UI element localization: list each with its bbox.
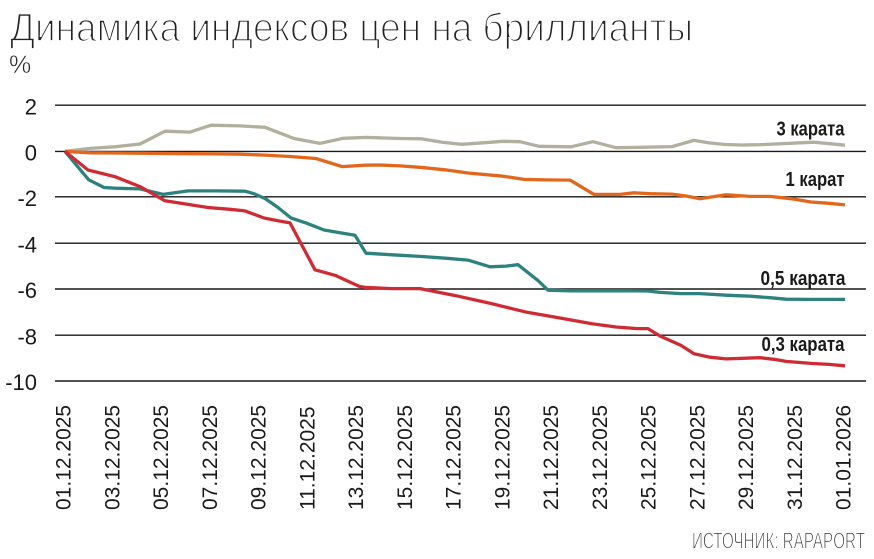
svg-text:19.12.2025: 19.12.2025: [491, 405, 514, 510]
svg-text:23.12.2025: 23.12.2025: [589, 405, 612, 510]
svg-text:-2: -2: [17, 186, 37, 211]
svg-text:21.12.2025: 21.12.2025: [540, 405, 563, 510]
svg-text:-6: -6: [17, 278, 37, 303]
svg-text:ИСТОЧНИК: RAPAPORT: ИСТОЧНИК: RAPAPORT: [692, 528, 865, 554]
svg-text:-8: -8: [17, 324, 37, 349]
svg-text:%: %: [9, 51, 31, 79]
svg-text:07.12.2025: 07.12.2025: [199, 405, 222, 510]
svg-text:27.12.2025: 27.12.2025: [686, 405, 709, 510]
svg-text:05.12.2025: 05.12.2025: [150, 405, 173, 510]
svg-text:0,3 карата: 0,3 карата: [762, 334, 846, 356]
svg-text:29.12.2025: 29.12.2025: [735, 405, 758, 510]
svg-text:Динамика индексов цен на брилл: Динамика индексов цен на бриллианты: [10, 6, 693, 50]
svg-text:09.12.2025: 09.12.2025: [248, 405, 271, 510]
svg-text:25.12.2025: 25.12.2025: [638, 405, 661, 510]
svg-text:17.12.2025: 17.12.2025: [443, 405, 466, 510]
svg-text:01.01.2026: 01.01.2026: [833, 405, 856, 510]
svg-text:11.12.2025: 11.12.2025: [296, 406, 319, 510]
svg-text:01.12.2025: 01.12.2025: [53, 405, 76, 510]
svg-text:2: 2: [25, 94, 37, 119]
svg-text:15.12.2025: 15.12.2025: [394, 405, 417, 510]
svg-text:13.12.2025: 13.12.2025: [345, 405, 368, 510]
svg-text:-4: -4: [17, 232, 37, 257]
svg-text:3 карата: 3 карата: [777, 119, 846, 141]
svg-text:0: 0: [25, 141, 37, 166]
svg-text:-10: -10: [5, 370, 37, 395]
svg-text:0,5 карата: 0,5 карата: [761, 268, 847, 290]
svg-text:1 карат: 1 карат: [786, 169, 845, 191]
svg-text:31.12.2025: 31.12.2025: [784, 405, 807, 510]
svg-text:03.12.2025: 03.12.2025: [101, 405, 124, 510]
